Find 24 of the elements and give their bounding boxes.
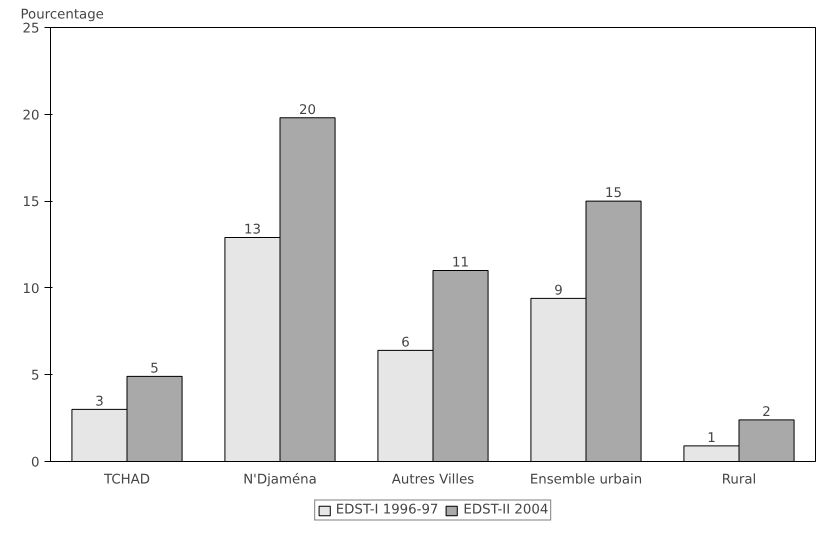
y-tick-label: 25 <box>22 22 40 36</box>
data-label: 5 <box>150 361 159 376</box>
x-tick-label: Rural <box>722 472 756 488</box>
data-label: 6 <box>401 335 410 350</box>
data-label: 3 <box>95 394 104 410</box>
x-tick-label: Autres Villes <box>392 472 474 488</box>
y-tick-label: 15 <box>22 195 40 210</box>
x-tick-label: TCHAD <box>102 472 150 488</box>
legend-label: EDST-I 1996-97 <box>336 502 438 518</box>
data-label: 11 <box>452 256 470 271</box>
y-tick-label: 5 <box>31 368 40 384</box>
data-label: 15 <box>605 186 622 202</box>
x-tick-label: N'Djaména <box>243 472 317 488</box>
y-tick-label: 0 <box>31 456 40 470</box>
legend-label: EDST-II 2004 <box>463 502 548 518</box>
data-label: 20 <box>299 102 316 118</box>
y-axis-title: Pourcentage <box>20 8 104 22</box>
y-tick-label: 20 <box>22 108 40 124</box>
x-tick-label: Ensemble urbain <box>530 472 642 488</box>
data-label: 9 <box>554 283 563 298</box>
y-tick-label: 10 <box>22 282 40 297</box>
data-label: 13 <box>244 222 261 238</box>
data-label: 2 <box>762 404 771 420</box>
data-label: 1 <box>707 430 716 446</box>
